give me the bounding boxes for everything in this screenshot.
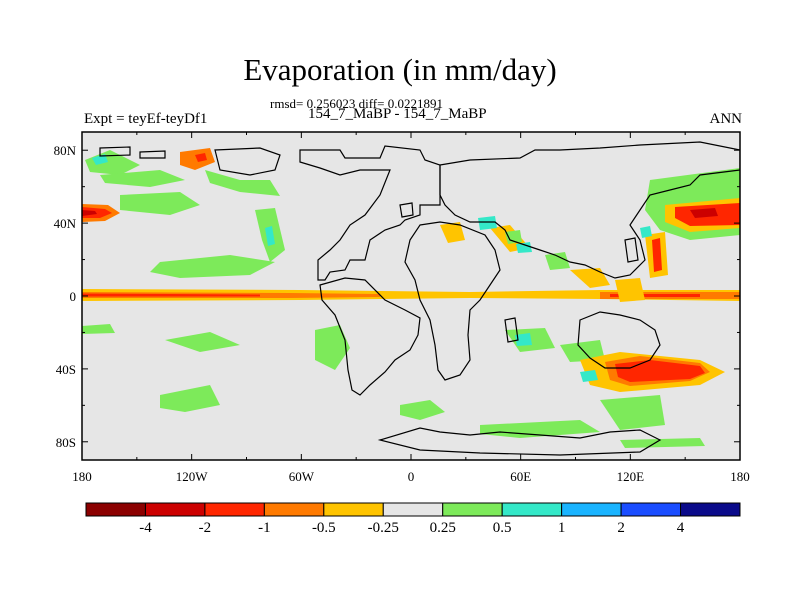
x-axis: 180 120W 60W 0 60E 120E 180	[72, 132, 750, 484]
x-tick-label: 180	[730, 469, 750, 484]
colorbar-label: -1	[258, 520, 271, 536]
far-south-green	[620, 438, 705, 448]
arctic-green-north	[205, 170, 280, 196]
coast-arctic-island-2	[139, 150, 166, 159]
south-pacific-green-4	[160, 385, 220, 412]
colorbar-swatch	[442, 502, 503, 517]
y-axis: 80N 40N 0 40S 80S	[54, 143, 740, 450]
coast-uk	[399, 202, 414, 218]
y-tick-label: 80N	[54, 143, 77, 158]
coast-eurasia	[439, 141, 740, 279]
south-indian-green	[600, 395, 665, 430]
arctic-orange-2	[195, 153, 207, 162]
colorbar-swatch	[263, 502, 325, 517]
japan-red	[652, 238, 662, 272]
indonesia-orange	[615, 278, 645, 302]
colorbar-label: -4	[139, 520, 152, 536]
colorbar: -4 -2 -1 -0.5 -0.25 0.25 0.5 1 2 4	[85, 502, 741, 536]
colorbar-swatch	[144, 502, 206, 517]
colorbar-label: -2	[199, 520, 212, 536]
nw-pacific-core	[82, 207, 112, 218]
x-tick-label: 120W	[176, 469, 209, 484]
chart-title: Evaporation (in mm/day)	[243, 52, 557, 87]
coastlines	[99, 141, 740, 456]
coast-australia	[577, 311, 661, 369]
southern-ocean-green	[480, 420, 600, 438]
x-tick-label: 120E	[617, 469, 645, 484]
anomaly-field	[82, 148, 740, 448]
colorbar-swatch	[561, 502, 622, 517]
indian-ocean-cyan	[515, 333, 532, 346]
season-label: ANN	[709, 111, 743, 127]
japan-cyan	[640, 226, 652, 238]
colorbar-label: -0.5	[312, 520, 336, 536]
colorbar-label: 0.5	[493, 520, 512, 536]
x-tick-label: 0	[408, 469, 415, 484]
coast-greenland	[214, 147, 281, 176]
central-america-cyan	[265, 226, 275, 246]
south-pacific-green-1	[82, 324, 115, 334]
se-asia-green	[545, 252, 570, 270]
arabia-cyan	[478, 216, 497, 230]
x-tick-label: 60E	[510, 469, 531, 484]
africa-orange	[440, 222, 465, 243]
coast-antarctica	[377, 427, 662, 456]
colorbar-swatch	[85, 502, 146, 517]
arctic-cyan	[92, 154, 108, 165]
cases-label: 154_7_MaBP - 154_7_MaBP	[308, 106, 487, 122]
y-tick-label: 0	[70, 289, 77, 304]
indian-ocean-green-2	[560, 340, 605, 362]
colorbar-swatch	[501, 502, 563, 517]
colorbar-label: 4	[677, 520, 685, 536]
y-tick-label: 80S	[56, 435, 76, 450]
y-tick-label: 40S	[56, 362, 76, 377]
colorbar-label: 1	[558, 520, 566, 536]
colorbar-label: -0.25	[368, 520, 399, 536]
north-pacific-green	[100, 170, 185, 187]
se-asia-orange	[570, 268, 610, 288]
colorbar-swatch	[204, 502, 265, 517]
colorbar-swatch	[323, 502, 384, 517]
coast-africa	[404, 221, 501, 381]
coast-arctic-island-1	[99, 146, 131, 157]
colorbar-label: 0.25	[430, 520, 456, 536]
x-tick-label: 60W	[289, 469, 315, 484]
south-atlantic-green	[400, 400, 445, 420]
colorbar-swatch	[620, 502, 682, 517]
experiment-label: Expt = teyEf-teyDf1	[84, 111, 208, 127]
colorbar-swatch	[382, 502, 444, 517]
y-tick-label: 40N	[54, 216, 77, 231]
india-cyan	[516, 242, 532, 253]
colorbar-swatch	[680, 502, 741, 517]
south-cyan-patch	[580, 370, 598, 382]
india-green	[505, 230, 522, 244]
x-tick-label: 180	[72, 469, 92, 484]
equatorial-core-red	[82, 293, 260, 297]
kuroshio-deep	[690, 208, 718, 218]
south-pacific-green-3	[315, 325, 350, 370]
coast-madagascar	[504, 317, 519, 343]
nw-pacific-deep	[82, 210, 97, 216]
coast-north-america	[299, 145, 441, 281]
coast-japan	[624, 237, 639, 263]
coast-south-america	[319, 277, 421, 396]
south-pacific-green-2	[165, 332, 240, 352]
stats-line: rmsd= 0.256023 diff= 0.0221891	[270, 96, 443, 111]
subtropical-green-1	[120, 192, 200, 215]
subtropical-green-2	[150, 255, 275, 278]
colorbar-label: 2	[617, 520, 625, 536]
